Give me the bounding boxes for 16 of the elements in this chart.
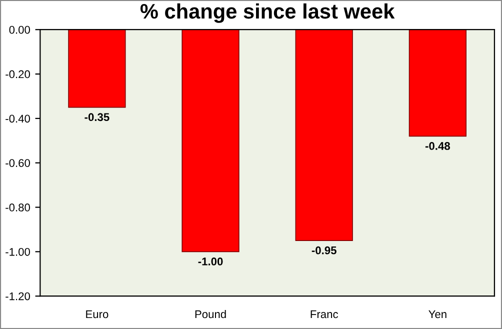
y-tick-label: -1.00 <box>6 248 30 256</box>
x-tick-label: Yen <box>428 310 446 318</box>
y-tick-label: -0.40 <box>6 114 30 123</box>
data-label: -1.00 <box>198 258 223 266</box>
x-tick-label: Euro <box>86 310 108 318</box>
y-tick-label: -0.80 <box>6 204 30 212</box>
data-label: -0.35 <box>84 113 110 122</box>
x-tick-label: Pound <box>195 310 226 318</box>
y-tick-label: -0.60 <box>6 159 30 167</box>
chart-title: % change since last week <box>140 3 395 23</box>
y-tick-label: -0.20 <box>6 70 30 78</box>
data-label: -0.48 <box>425 142 450 150</box>
y-tick-label: -1.20 <box>6 292 30 300</box>
y-tick-label: 0.00 <box>9 26 30 34</box>
data-label: -0.95 <box>312 246 336 254</box>
x-tick-label: Franc <box>310 310 338 318</box>
